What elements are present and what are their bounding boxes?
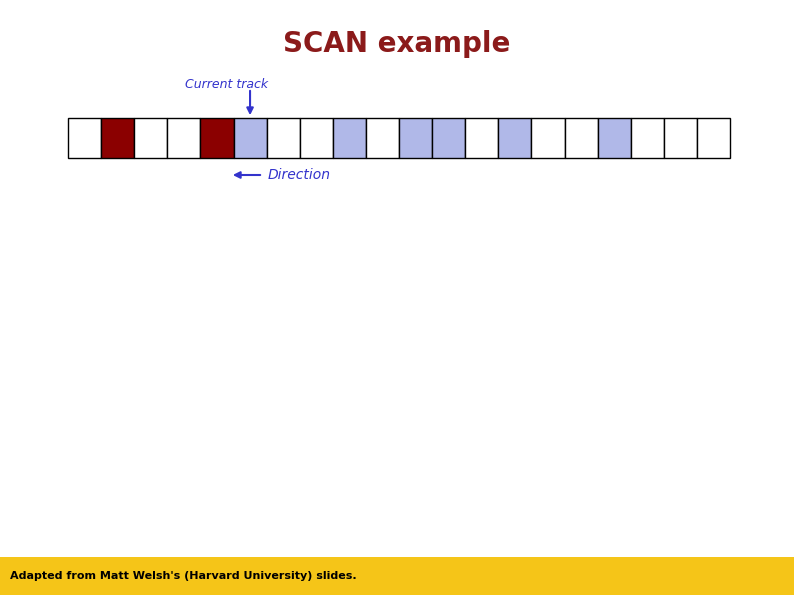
Bar (499, 118, 531, 158)
Text: SCAN example: SCAN example (283, 30, 511, 58)
Bar (333, 118, 366, 158)
Bar (432, 118, 465, 158)
Text: Adapted from Matt Welsh's (Harvard University) slides.: Adapted from Matt Welsh's (Harvard Unive… (10, 571, 357, 581)
Bar (134, 118, 168, 158)
Bar (233, 118, 267, 158)
Bar (299, 118, 333, 158)
Bar (664, 118, 697, 158)
Bar (565, 118, 598, 158)
Bar (0, 557, 794, 595)
Bar (630, 118, 664, 158)
Bar (200, 118, 233, 158)
Bar (366, 118, 399, 158)
Bar (697, 118, 730, 158)
Bar (399, 118, 432, 158)
Text: Current track: Current track (185, 78, 268, 91)
Bar (531, 118, 565, 158)
Bar (168, 118, 200, 158)
Bar (598, 118, 630, 158)
Text: Direction: Direction (268, 168, 331, 182)
Bar (267, 118, 299, 158)
Bar (465, 118, 499, 158)
Bar (68, 118, 101, 158)
Bar (101, 118, 134, 158)
